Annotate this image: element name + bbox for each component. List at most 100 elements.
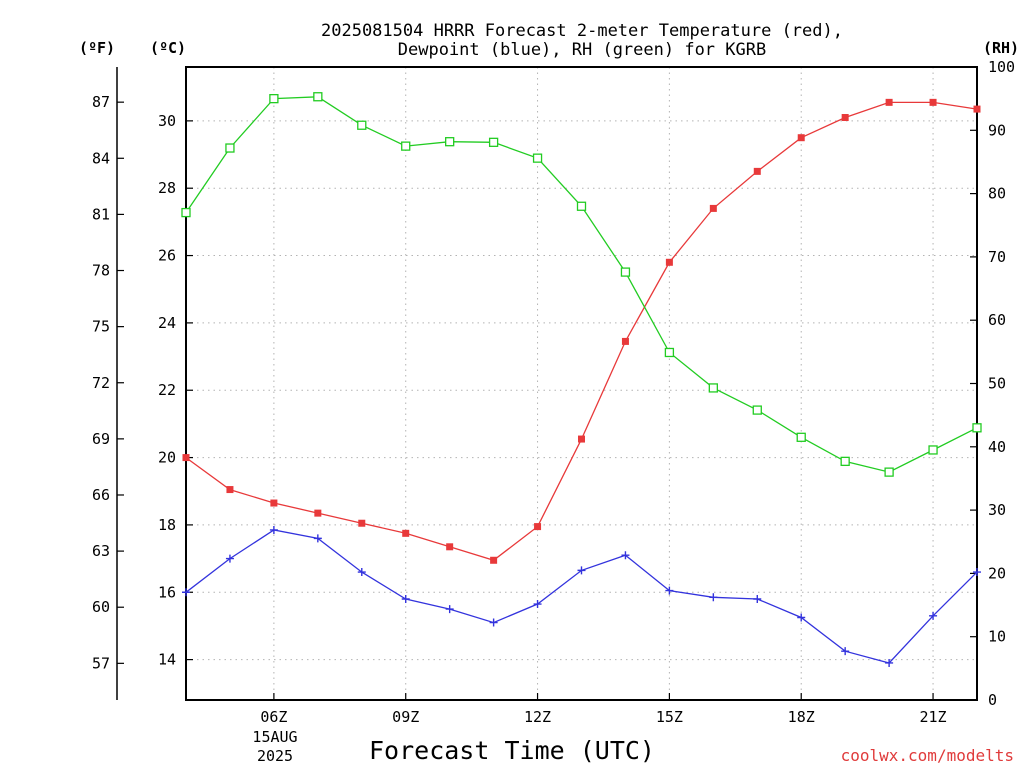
rh-point — [840, 456, 850, 467]
dewpoint-point — [973, 568, 981, 577]
chart-title-line-1: 2025081504 HRRR Forecast 2-meter Tempera… — [321, 21, 843, 41]
rh-tick-label: 70 — [988, 248, 1006, 266]
celsius-tick-label: 26 — [158, 247, 176, 265]
temperature-point — [885, 98, 893, 106]
x-date-label-year: 2025 — [257, 747, 293, 765]
rh-tick-label: 20 — [988, 564, 1006, 582]
fahrenheit-tick-label: 87 — [92, 93, 110, 111]
celsius-tick-label: 24 — [158, 314, 176, 332]
dewpoint-point — [445, 605, 454, 614]
dewpoint-point — [797, 613, 806, 622]
celsius-unit-label: (ºC) — [150, 39, 186, 57]
x-tick-label: 12Z — [524, 708, 551, 726]
dewpoint-point — [533, 600, 542, 609]
temperature-point — [446, 543, 454, 551]
dewpoint-point — [621, 551, 630, 560]
data-series — [181, 92, 982, 667]
temperature-point — [973, 105, 981, 113]
rh-tick-label: 30 — [988, 501, 1006, 519]
credit-label: coolwx.com/modelts — [841, 746, 1014, 765]
rh-point — [752, 405, 762, 415]
celsius-tick-label: 28 — [158, 179, 176, 197]
celsius-tick-label: 22 — [158, 381, 176, 399]
dewpoint-point — [885, 658, 894, 667]
dewpoint-point — [577, 566, 586, 575]
temperature-point — [402, 529, 410, 537]
rh-unit-label: (RH) — [983, 39, 1019, 57]
fahrenheit-tick-label: 57 — [92, 654, 110, 672]
temperature-point — [226, 486, 234, 494]
celsius-tick-label: 20 — [158, 449, 176, 467]
celsius-tick-label: 16 — [158, 583, 176, 601]
x-tick-label: 15Z — [656, 708, 683, 726]
rh-point — [313, 92, 323, 102]
grid-lines — [186, 67, 977, 700]
dewpoint-point — [929, 611, 938, 620]
rh-tick-label: 0 — [988, 691, 997, 709]
chart-title: 2025081504 HRRR Forecast 2-meter Tempera… — [321, 21, 843, 60]
fahrenheit-unit-label: (ºF) — [79, 39, 115, 57]
temperature-point — [534, 523, 542, 531]
plot-frame — [185, 66, 978, 701]
temperature-point — [182, 454, 190, 462]
fahrenheit-tick-label: 84 — [92, 149, 110, 167]
rh-point — [620, 267, 631, 277]
celsius-tick-label: 30 — [158, 112, 176, 130]
rh-point — [357, 120, 367, 130]
temperature-point — [709, 204, 717, 212]
rh-point — [488, 137, 499, 147]
rh-point — [181, 207, 191, 218]
tick-labels: 57 60 63 66 69 72 75 78 81 84 87 14 16 18 20 22 24 26 28 30… — [92, 58, 1015, 726]
temperature-series-line — [185, 101, 978, 562]
rh-point — [401, 141, 411, 151]
dewpoint-point — [269, 525, 278, 534]
x-date-label-day: 15AUG — [252, 728, 297, 746]
dewpoint-point — [709, 593, 718, 602]
dewpoint-point — [357, 568, 366, 577]
chart-axes — [116, 66, 978, 701]
chart-title-line-2: Dewpoint (blue), RH (green) for KGRB — [398, 40, 766, 60]
rh-point — [269, 94, 279, 104]
rh-point — [796, 432, 806, 442]
dewpoint-point — [489, 618, 498, 627]
rh-tick-label: 60 — [988, 311, 1006, 329]
temperature-point — [578, 435, 585, 443]
celsius-tick-label: 14 — [158, 651, 176, 669]
x-tick-label: 06Z — [260, 708, 287, 726]
rh-tick-label: 10 — [988, 628, 1006, 646]
temperature-point — [929, 98, 937, 106]
fahrenheit-tick-label: 72 — [92, 374, 110, 392]
rh-point — [708, 383, 718, 393]
fahrenheit-tick-label: 81 — [92, 205, 110, 223]
temperature-point — [270, 499, 278, 507]
temperature-point — [358, 519, 366, 527]
rh-tick-label: 50 — [988, 375, 1006, 393]
rh-point — [972, 423, 982, 433]
rh-point — [225, 143, 235, 153]
fahrenheit-tick-label: 75 — [92, 318, 110, 336]
dewpoint-point — [841, 647, 850, 656]
rh-point — [664, 347, 675, 358]
fahrenheit-tick-label: 63 — [92, 542, 110, 560]
temperature-point — [797, 134, 805, 142]
celsius-tick-label: 18 — [158, 516, 176, 534]
temperature-point — [490, 556, 498, 564]
dewpoint-point — [753, 594, 762, 603]
dewpoint-point — [182, 588, 190, 597]
temperature-point — [753, 167, 761, 175]
rh-point — [532, 153, 543, 163]
fahrenheit-tick-label: 69 — [92, 430, 110, 448]
rh-point — [928, 445, 938, 455]
x-tick-label: 18Z — [788, 708, 815, 726]
temperature-point — [314, 509, 322, 517]
rh-point — [884, 467, 894, 477]
dewpoint-point — [225, 554, 234, 563]
rh-tick-label: 90 — [988, 121, 1006, 139]
x-axis-label: Forecast Time (UTC) — [369, 736, 655, 765]
x-tick-label: 09Z — [392, 708, 419, 726]
dewpoint-point — [313, 534, 322, 543]
fahrenheit-tick-label: 60 — [92, 598, 110, 616]
rh-point — [445, 137, 455, 147]
temperature-point — [841, 114, 849, 122]
